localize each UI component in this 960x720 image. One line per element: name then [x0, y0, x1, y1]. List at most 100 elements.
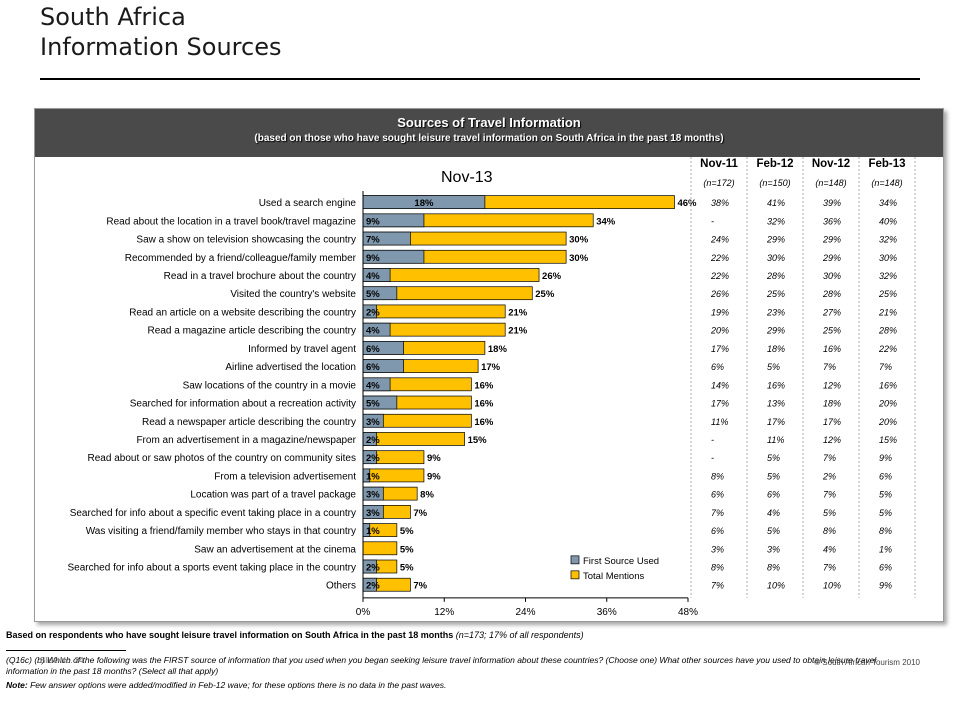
data-label-total: 8% — [420, 490, 434, 501]
wave-column-header: Feb-12 — [756, 158, 793, 170]
comparison-cell: 3% — [767, 544, 780, 554]
comparison-cell: 30% — [879, 253, 897, 263]
comparison-cell: 23% — [766, 307, 785, 317]
wave-column-header: Nov-11 — [700, 158, 738, 170]
comparison-cell: 38% — [711, 198, 729, 208]
data-label-first: 7% — [366, 235, 380, 246]
comparison-cell: 7% — [879, 362, 892, 372]
data-label-total: 9% — [427, 471, 441, 482]
data-label-first: 6% — [366, 344, 380, 355]
comparison-cell: 29% — [822, 253, 841, 263]
x-tick-label: 48% — [678, 607, 698, 618]
comparison-cell: 7% — [823, 563, 836, 573]
comparison-cell: 20% — [878, 417, 897, 427]
category-label: Read about or saw photos of the country … — [88, 453, 356, 464]
x-tick-label: 12% — [434, 607, 454, 618]
comparison-cell: 5% — [879, 508, 892, 518]
comparison-cell: 41% — [767, 198, 785, 208]
category-label: Searched for info about a specific event… — [70, 508, 356, 519]
category-label: Searched for info about a sports event t… — [67, 563, 356, 574]
category-label: Searched for information about a recreat… — [130, 399, 356, 410]
comparison-cell: 26% — [710, 289, 729, 299]
comparison-cell: 6% — [711, 362, 724, 372]
wave-column-base: (n=148) — [871, 178, 902, 188]
legend-swatch-total-mentions — [570, 570, 580, 580]
comparison-cell: 28% — [878, 326, 897, 336]
category-label: Informed by travel agent — [248, 344, 356, 355]
comparison-cell: 1% — [879, 544, 892, 554]
legend-label-total-mentions: Total Mentions — [583, 571, 645, 582]
comparison-cell: - — [711, 435, 714, 445]
comparison-cell: 7% — [823, 490, 836, 500]
category-label: Recommended by a friend/colleague/family… — [125, 253, 357, 264]
wave-column-header: Feb-13 — [868, 158, 905, 170]
bar-total-mentions — [362, 304, 506, 319]
comparison-cell: 10% — [823, 581, 841, 591]
wave-note-text: Few answer options were added/modified i… — [30, 680, 447, 690]
comparison-cell: 17% — [767, 417, 785, 427]
comparison-cell: 29% — [822, 235, 841, 245]
data-label-total: 5% — [400, 563, 414, 574]
comparison-cell: 32% — [879, 271, 897, 281]
comparison-cell: 5% — [767, 471, 780, 481]
comparison-cell: 3% — [711, 544, 724, 554]
x-tick-label: 36% — [597, 607, 617, 618]
category-label: Was visiting a friend/family member who … — [86, 526, 356, 537]
comparison-cell: 14% — [711, 380, 729, 390]
page-title: South Africa Information Sources — [40, 2, 282, 62]
data-label-first: 2% — [366, 307, 380, 318]
comparison-cell: 24% — [710, 235, 729, 245]
data-label-first: 5% — [366, 289, 380, 300]
comparison-cell: 17% — [823, 417, 841, 427]
data-label-first: 2% — [366, 563, 380, 574]
comparison-cell: 9% — [879, 453, 892, 463]
data-label-first: 1% — [366, 526, 380, 537]
data-label-total: 25% — [535, 289, 555, 300]
comparison-cell: 8% — [711, 471, 724, 481]
comparison-cell: 18% — [767, 344, 785, 354]
comparison-cell: 6% — [711, 526, 724, 536]
data-label-total: 16% — [474, 399, 494, 410]
bar-chart: Nov-13 Used a search engine 46% 18% Read abo… — [67, 157, 916, 618]
comparison-cell: 16% — [767, 380, 785, 390]
data-label-first: 2% — [366, 581, 380, 592]
comparison-cell: 30% — [767, 253, 785, 263]
data-label-first: 3% — [366, 490, 380, 501]
footer-notes: Based on respondents who have sought lei… — [6, 630, 946, 641]
comparison-cell: 5% — [767, 362, 780, 372]
category-label: Read an article on a website describing … — [129, 307, 356, 318]
footnote-rule — [6, 650, 126, 651]
wave-column-base: (n=150) — [759, 178, 790, 188]
data-label-total: 16% — [474, 417, 494, 428]
comparison-cell: 16% — [823, 344, 841, 354]
data-label-first: 4% — [366, 271, 380, 282]
comparison-cell: 6% — [879, 563, 892, 573]
comparison-cell: 6% — [879, 471, 892, 481]
comparison-cell: 2% — [822, 471, 836, 481]
data-label-first: 9% — [366, 216, 380, 227]
category-label: Saw an advertisement at the cinema — [194, 544, 356, 555]
comparison-cell: 5% — [767, 526, 780, 536]
data-label-first: 5% — [366, 399, 380, 410]
comparison-cell: 21% — [878, 307, 897, 317]
data-label-first: 3% — [366, 508, 380, 519]
comparison-cell: 11% — [767, 435, 784, 445]
data-label-first: 18% — [414, 198, 434, 209]
data-label-total: 7% — [413, 581, 427, 592]
comparison-cell: 28% — [822, 289, 841, 299]
data-label-total: 16% — [474, 380, 494, 391]
data-label-total: 15% — [468, 435, 488, 446]
category-label: From an advertisement in a magazine/news… — [136, 435, 356, 446]
page-title-line-2: Information Sources — [40, 33, 282, 61]
panel-title: Sources of Travel Information — [397, 115, 581, 130]
comparison-cell: 5% — [823, 508, 836, 518]
data-label-total: 5% — [400, 544, 414, 555]
legend-label-first-source: First Source Used — [583, 556, 659, 567]
comparison-cell: 22% — [710, 253, 729, 263]
comparison-cell: 40% — [879, 216, 897, 226]
category-label: Visited the country's website — [230, 289, 356, 300]
comparison-cell: 9% — [879, 581, 892, 591]
wave-note: Note: Few answer options were added/modi… — [6, 680, 916, 690]
data-label-total: 17% — [481, 362, 501, 373]
bar-total-mentions — [362, 541, 398, 556]
